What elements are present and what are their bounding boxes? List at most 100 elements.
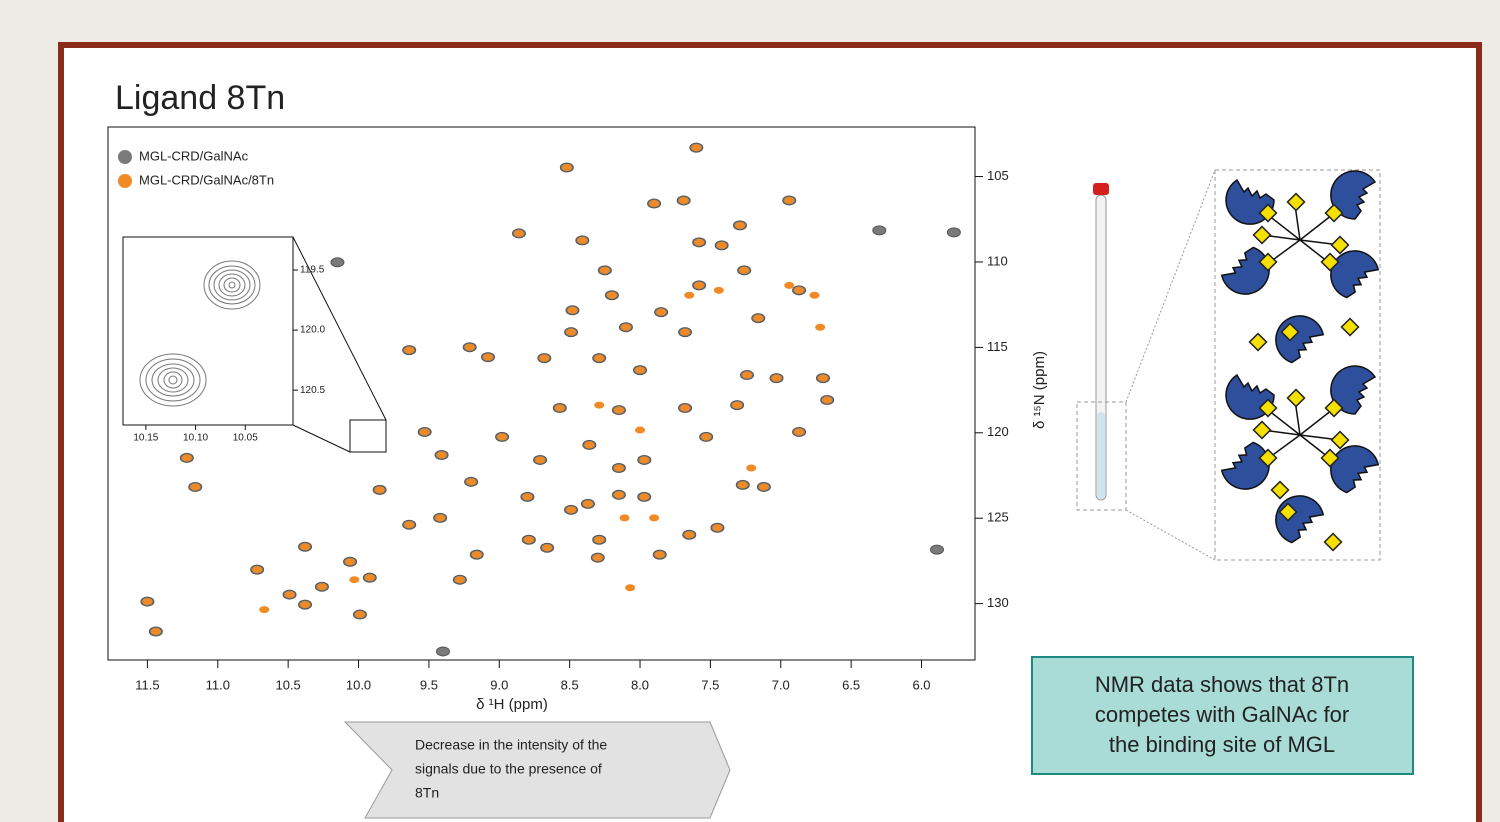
callout-box: [1031, 656, 1414, 775]
peak: [701, 433, 712, 441]
peak: [513, 229, 524, 237]
zoom-box: [349, 419, 387, 453]
peak: [656, 308, 667, 316]
peak: [345, 558, 356, 566]
y-tick-label: 130: [987, 595, 1009, 610]
peak: [746, 464, 757, 472]
peak: [678, 196, 689, 204]
peak: [594, 401, 605, 409]
peak: [364, 574, 375, 582]
peak: [758, 483, 769, 491]
y-tick-label: 125: [987, 510, 1009, 525]
x-tick-label: 8.5: [561, 677, 579, 692]
inset-x-tick-label: 10.05: [233, 433, 258, 444]
arrow-note: 8Tn: [415, 785, 439, 801]
x-tick-label: 8.0: [631, 677, 649, 692]
peak: [497, 433, 508, 441]
peak: [535, 456, 546, 464]
peak: [404, 346, 415, 354]
inset-x-tick-label: 10.15: [133, 433, 158, 444]
peak: [150, 627, 161, 635]
peak: [732, 401, 743, 409]
peak: [142, 598, 153, 606]
peak: [181, 454, 192, 462]
peak: [259, 606, 270, 614]
arrow-note: signals due to the presence of: [415, 761, 602, 777]
peak: [639, 456, 650, 464]
peak: [946, 227, 961, 238]
peak: [680, 404, 691, 412]
peak: [554, 404, 565, 412]
peak: [584, 441, 595, 449]
peak: [716, 241, 727, 249]
peak: [567, 306, 578, 314]
peak: [649, 200, 660, 208]
x-tick-label: 11.5: [135, 677, 159, 692]
peak: [635, 366, 646, 374]
legend-label: MGL-CRD/GalNAc/8Tn: [139, 172, 274, 187]
y-tick-label: 110: [987, 253, 1008, 268]
peak: [435, 514, 446, 522]
peak: [684, 291, 695, 299]
peak: [419, 428, 430, 436]
peak: [522, 493, 533, 501]
peak: [649, 514, 660, 522]
peak: [606, 291, 617, 299]
legend-label: MGL-CRD/GalNAc: [139, 148, 249, 163]
peak: [349, 576, 360, 584]
binding-diagram: [1217, 170, 1383, 552]
zoom-line: [292, 424, 351, 453]
peak: [577, 236, 588, 244]
peak: [252, 566, 263, 574]
x-tick-label: 10.5: [275, 677, 300, 692]
peak: [190, 483, 201, 491]
peak: [435, 646, 450, 657]
peak: [582, 500, 593, 508]
peak: [613, 491, 624, 499]
peak: [566, 328, 577, 336]
arrow-shape: [343, 721, 731, 819]
peak: [809, 291, 820, 299]
peak: [471, 551, 482, 559]
peak: [822, 396, 833, 404]
peak: [464, 343, 475, 351]
peak: [784, 281, 795, 289]
callout-text: NMR data shows that 8Tn: [1095, 672, 1349, 697]
peak: [539, 354, 550, 362]
peak: [594, 354, 605, 362]
peak: [713, 286, 724, 294]
peak: [737, 481, 748, 489]
x-tick-label: 10.0: [346, 677, 371, 692]
inset-x-tick-label: 10.10: [183, 433, 208, 444]
peak: [691, 144, 702, 152]
inset-contours: [139, 260, 261, 407]
peak: [613, 464, 624, 472]
peak: [316, 583, 327, 591]
peak: [523, 536, 534, 544]
peak: [300, 543, 311, 551]
y-tick-label: 105: [987, 168, 1009, 183]
x-tick-label: 9.5: [420, 677, 438, 692]
plot-frame: [107, 126, 976, 661]
x-tick-label: 9.0: [490, 677, 508, 692]
callout-text: the binding site of MGL: [1109, 732, 1335, 757]
peak: [817, 374, 828, 382]
peak: [599, 266, 610, 274]
peak: [354, 611, 365, 619]
inset-y-tick-label: 119.5: [300, 265, 325, 276]
callout-text: competes with GalNAc for: [1095, 702, 1349, 727]
inset-y-tick-label: 120.5: [300, 385, 325, 396]
peak: [466, 478, 477, 486]
inset-frame: [122, 236, 294, 426]
peak: [483, 353, 494, 361]
x-tick-label: 6.5: [842, 677, 860, 692]
peak: [620, 323, 631, 331]
legend-marker: [118, 174, 132, 188]
peak: [784, 196, 795, 204]
x-tick-label: 11.0: [206, 677, 230, 692]
peak: [741, 371, 752, 379]
y-axis-label: δ ¹⁵N (ppm): [1031, 351, 1048, 429]
x-axis-label: δ ¹H (ppm): [476, 696, 548, 713]
